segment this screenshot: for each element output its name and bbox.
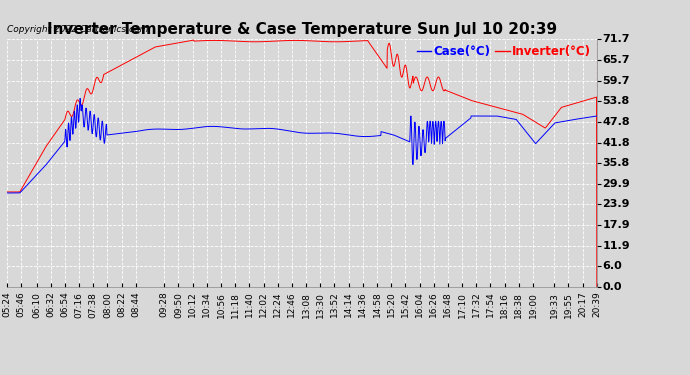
Legend: Case(°C), Inverter(°C): Case(°C), Inverter(°C) (417, 45, 591, 58)
Text: 65.7: 65.7 (602, 55, 630, 65)
Title: Inverter Temperature & Case Temperature Sun Jul 10 20:39: Inverter Temperature & Case Temperature … (47, 22, 557, 37)
Text: 53.8: 53.8 (602, 96, 630, 106)
Text: 59.7: 59.7 (602, 76, 630, 86)
Text: 6.0: 6.0 (602, 261, 622, 271)
Text: 41.8: 41.8 (602, 138, 630, 148)
Text: 71.7: 71.7 (602, 34, 630, 44)
Text: 35.8: 35.8 (602, 158, 630, 168)
Text: 23.9: 23.9 (602, 200, 630, 209)
Text: Copyright 2022 Cartronics.com: Copyright 2022 Cartronics.com (7, 26, 148, 34)
Text: 17.9: 17.9 (602, 220, 630, 230)
Text: 11.9: 11.9 (602, 241, 630, 251)
Text: 47.8: 47.8 (602, 117, 630, 127)
Text: 29.9: 29.9 (602, 178, 630, 189)
Text: 0.0: 0.0 (602, 282, 622, 292)
